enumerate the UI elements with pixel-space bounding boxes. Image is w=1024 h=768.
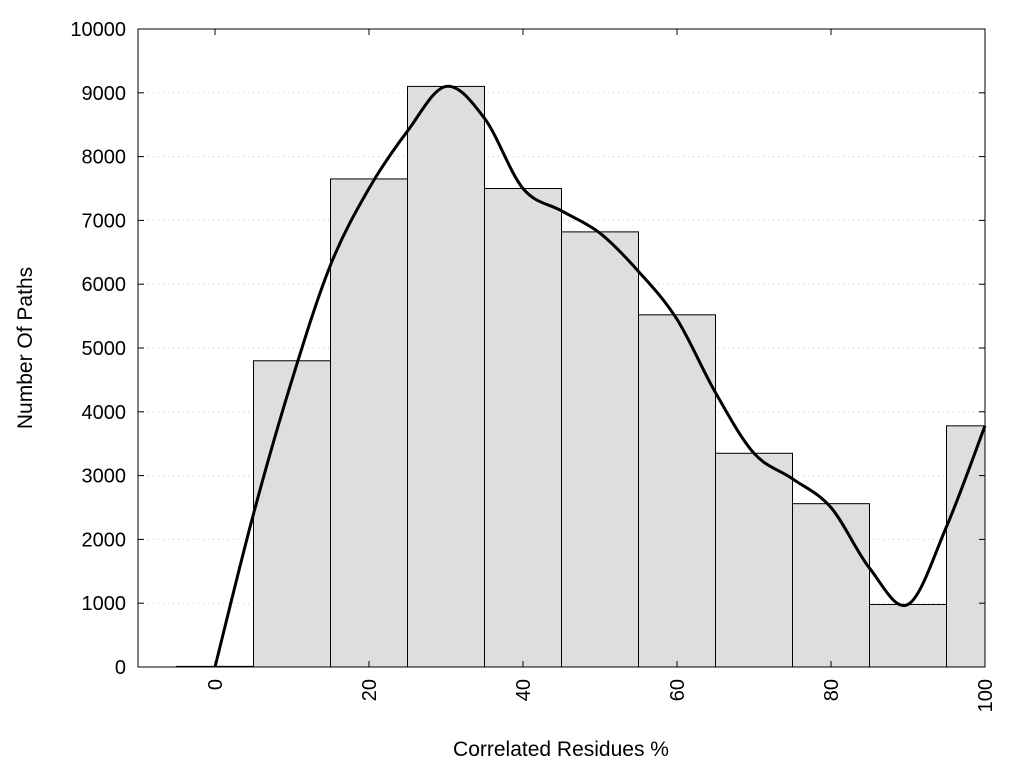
bar-60 — [638, 314, 716, 668]
smoothed-curve — [213, 84, 987, 668]
bar-40 — [484, 188, 562, 668]
x-tick-label: 100 — [975, 679, 997, 712]
curve-line — [213, 84, 987, 668]
y-tick-label: 8000 — [82, 147, 127, 169]
bar-80 — [792, 503, 870, 668]
x-tick-label: 0 — [205, 679, 227, 690]
x-tick-label: 40 — [513, 679, 535, 701]
x-tick-label: 20 — [359, 679, 381, 701]
x-axis-label: Correlated Residues % — [453, 738, 669, 761]
x-tick-label: 80 — [821, 679, 843, 701]
y-tick-label: 0 — [115, 657, 126, 679]
bar-30 — [407, 85, 485, 668]
y-tick-label: 1000 — [82, 593, 127, 615]
y-tick-label: 3000 — [82, 466, 127, 488]
axis-ticks: 0100020003000400050006000700080009000100… — [70, 19, 997, 712]
bar-20 — [330, 178, 408, 668]
bar-100 — [946, 425, 986, 668]
bar-90 — [869, 603, 947, 668]
y-axis-label: Number Of Paths — [14, 267, 37, 429]
y-tick-label: 9000 — [82, 83, 127, 105]
y-tick-label: 2000 — [82, 529, 127, 551]
bar-50 — [561, 231, 639, 668]
y-tick-label: 5000 — [82, 338, 127, 360]
y-tick-label: 7000 — [82, 210, 127, 232]
y-tick-label: 6000 — [82, 274, 127, 296]
x-tick-label: 60 — [667, 679, 689, 701]
y-tick-label: 10000 — [70, 19, 126, 41]
bars — [176, 85, 986, 668]
bar-10 — [253, 360, 331, 668]
y-tick-label: 4000 — [82, 402, 127, 424]
bar-70 — [715, 452, 793, 668]
